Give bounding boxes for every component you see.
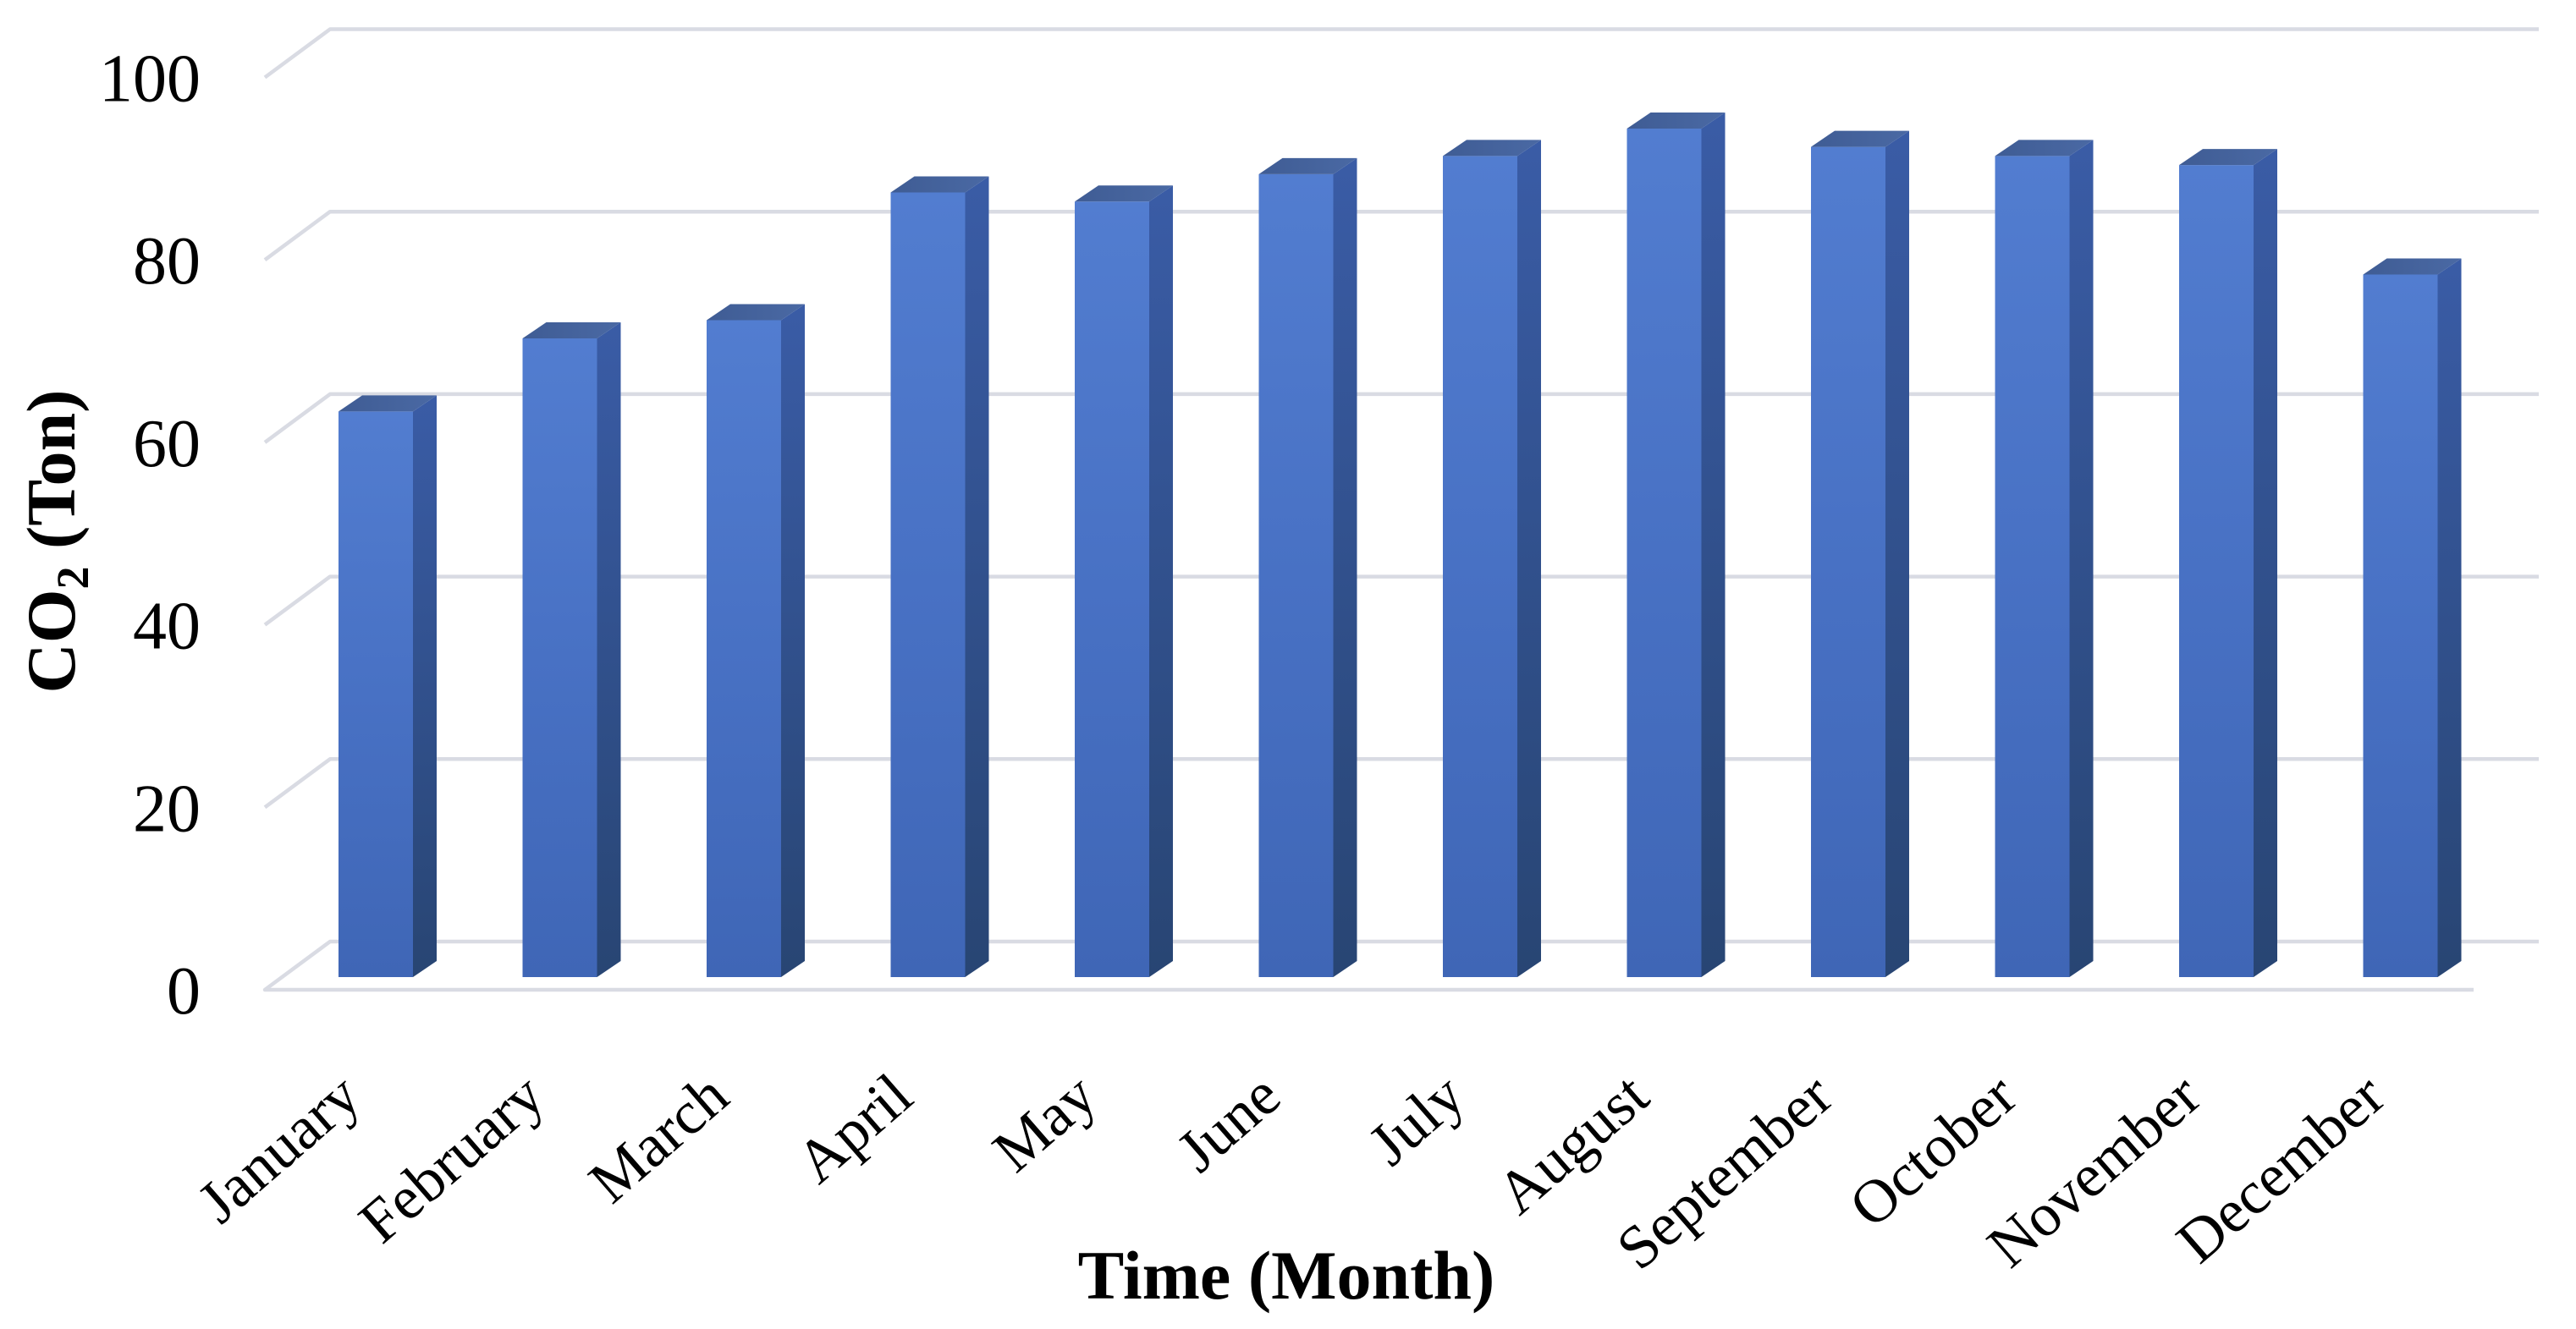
bar-top-face [522,322,621,339]
gridline-60 [263,392,2539,444]
y-axis-title: CO2 (Ton) [13,390,98,694]
bar-top-face [2363,258,2462,275]
bar-april [890,176,989,978]
bar-front-face [339,411,413,978]
month-label: January [185,1061,372,1236]
y-axis-title-subscript: 2 [47,566,98,589]
bar-front-face [1443,156,1517,978]
bar-side-face [1517,140,1541,978]
bar-top-face [2179,149,2277,166]
month-label: June [1164,1061,1293,1185]
bar-top-face [1627,112,1726,129]
bar-december [2363,258,2462,977]
month-label: July [1356,1061,1477,1178]
bar-june [1258,157,1357,978]
y-tick-label: 0 [167,954,201,1029]
bar-side-face [2069,140,2094,978]
bar-september [1811,130,1909,977]
bar-november [2179,149,2277,977]
bar-side-face [413,395,437,978]
bar-side-face [1333,157,1357,978]
x-axis-title: Time (Month) [1078,1237,1495,1314]
bar-front-face [1627,128,1702,977]
gridline-80 [263,209,2539,262]
bar-may [1075,185,1173,977]
bar-side-face [2437,258,2462,977]
y-axis-title-suffix: (Ton) [13,390,90,567]
month-label: February [346,1061,557,1256]
bar-front-face [1995,156,2070,978]
month-label: March [576,1061,740,1216]
y-tick-label: 20 [133,772,201,846]
bar-top-face [1075,185,1173,202]
bar-top-face [1995,140,2094,157]
gridline-20 [263,757,2539,810]
bar-front-face [2363,274,2438,977]
month-label: April [784,1061,925,1196]
bar-march [707,304,805,978]
gridline-100 [263,27,2539,80]
bar-july [1443,140,1541,978]
bar-side-face [2254,149,2277,977]
bar-front-face [1811,146,1885,977]
bar-top-face [1443,140,1541,157]
bar-side-face [597,322,621,977]
y-tick-label: 100 [99,42,201,117]
bar-side-face [1885,130,1909,977]
bar-side-face [781,304,805,978]
bar-october [1995,140,2094,978]
bar-top-face [339,395,437,412]
gridline-0 [262,939,2539,992]
bar-front-face [890,192,966,978]
bar-top-face [1258,157,1357,174]
y-tick-label: 80 [133,224,201,299]
month-label: August [1483,1061,1660,1227]
y-tick-label: 60 [133,407,201,481]
bars [339,112,2462,978]
month-label: May [980,1061,1109,1185]
bar-january [339,395,437,978]
gridline-40 [263,574,2539,627]
bar-side-face [1149,185,1173,977]
bar-august [1627,112,1726,977]
bar-front-face [1258,173,1334,978]
y-tick-label: 40 [133,590,201,664]
gridlines [262,27,2539,992]
bar-february [522,322,621,977]
bar-top-face [707,304,805,321]
bar-top-face [890,176,989,193]
y-axis-title-prefix: CO [13,589,90,693]
bar-front-face [522,338,597,977]
bar-side-face [965,176,989,978]
bar-top-face [1811,130,1909,147]
bar-front-face [707,320,781,978]
bar-front-face [1075,201,1149,977]
month-label: December [2164,1061,2397,1276]
bar-front-face [2179,165,2254,977]
bar-side-face [1701,112,1726,977]
y-axis-tick-labels: 0 20 40 60 80 100 [99,42,201,1030]
